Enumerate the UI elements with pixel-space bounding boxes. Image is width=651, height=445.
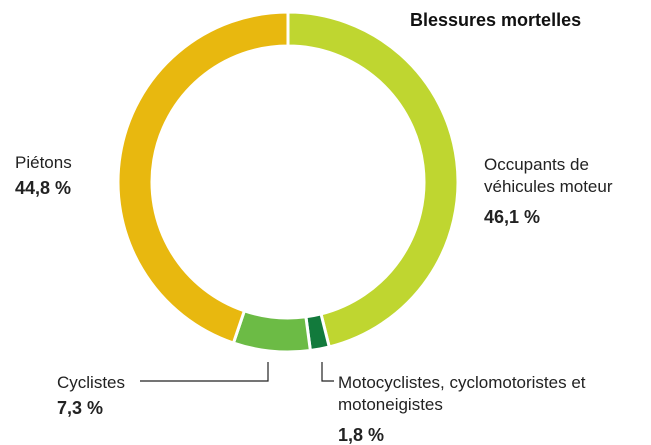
chart-title: Blessures mortelles (410, 10, 582, 30)
category-label: Piétons (15, 153, 72, 172)
value-label: 7,3 % (57, 398, 104, 418)
category-label: Motocyclistes, cyclomotoristes et motone… (338, 373, 586, 414)
donut-segment (116, 10, 290, 345)
category-label: Cyclistes (57, 373, 126, 392)
value-label: 1,8 % (338, 425, 385, 445)
value-label: 46,1 % (484, 207, 541, 227)
category-label: Occupants de véhicules moteur (484, 155, 613, 196)
donut-segment (231, 308, 313, 354)
leader-line (140, 362, 269, 382)
value-label: 44,8 % (15, 178, 72, 198)
leader-line (321, 362, 334, 382)
donut-segment (286, 10, 460, 349)
